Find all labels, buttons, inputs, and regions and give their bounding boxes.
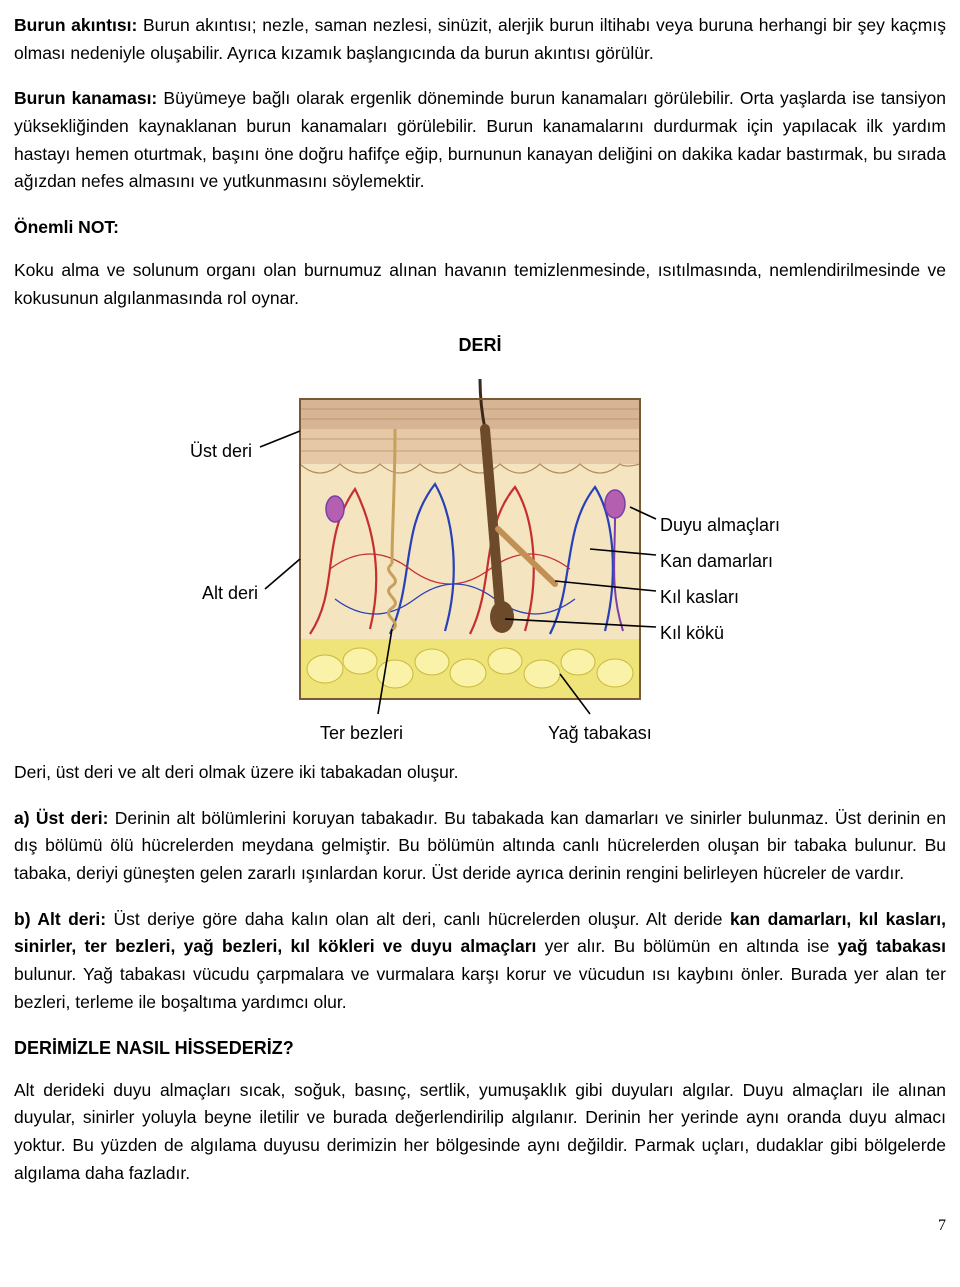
section-title-deri: DERİ [14,331,946,359]
para-koku-alma: Koku alma ve solunum organı olan burnumu… [14,257,946,312]
mid-alt-deri: yer alır. Bu bölümün en altında ise [536,936,837,956]
heading-derimizle-nasil: DERİMİZLE NASIL HİSSEDERİZ? [14,1034,946,1062]
label-kan-damarlari: Kan damarları [660,547,773,575]
label-ter-bezleri: Ter bezleri [320,719,403,747]
lead-burun-akintisi: Burun akıntısı: [14,15,137,35]
label-ust-deri: Üst deri [190,437,252,465]
lead-ust-deri: a) Üst deri: [14,808,108,828]
para-duyu-almaclari: Alt derideki duyu almaçları sıcak, soğuk… [14,1077,946,1188]
label-kil-kaslari: Kıl kasları [660,583,739,611]
label-kil-koku: Kıl kökü [660,619,724,647]
lead-burun-kanamasi: Burun kanaması: [14,88,157,108]
page: Burun akıntısı: Burun akıntısı; nezle, s… [0,0,960,1259]
body-ust-deri: Derinin alt bölümlerini koruyan tabakadı… [14,808,946,883]
para-alt-deri: b) Alt deri: Üst deriye göre daha kalın … [14,906,946,1017]
label-duyu-almaclari: Duyu almaçları [660,511,780,539]
lead-alt-deri: b) Alt deri: [14,909,106,929]
pre-alt-deri: Üst deriye göre daha kalın olan alt deri… [106,909,730,929]
page-number: 7 [14,1213,946,1238]
label-yag-tabakasi: Yağ tabakası [548,719,652,747]
para-burun-akintisi: Burun akıntısı: Burun akıntısı; nezle, s… [14,12,946,67]
label-alt-deri: Alt deri [202,579,258,607]
bold2-alt-deri: yağ tabakası [838,936,946,956]
skin-diagram: Üst deri Alt deri Duyu almaçları Kan dam… [160,369,800,749]
para-burun-kanamasi: Burun kanaması: Büyümeye bağlı olarak er… [14,85,946,196]
post-alt-deri: bulunur. Yağ tabakası vücudu çarpmalara … [14,964,946,1012]
note-label: Önemli NOT: [14,214,946,242]
para-ust-deri: a) Üst deri: Derinin alt bölümlerini kor… [14,805,946,888]
para-deri-tabaka: Deri, üst deri ve alt deri olmak üzere i… [14,759,946,787]
body-burun-akintisi: Burun akıntısı; nezle, saman nezlesi, si… [14,15,946,63]
